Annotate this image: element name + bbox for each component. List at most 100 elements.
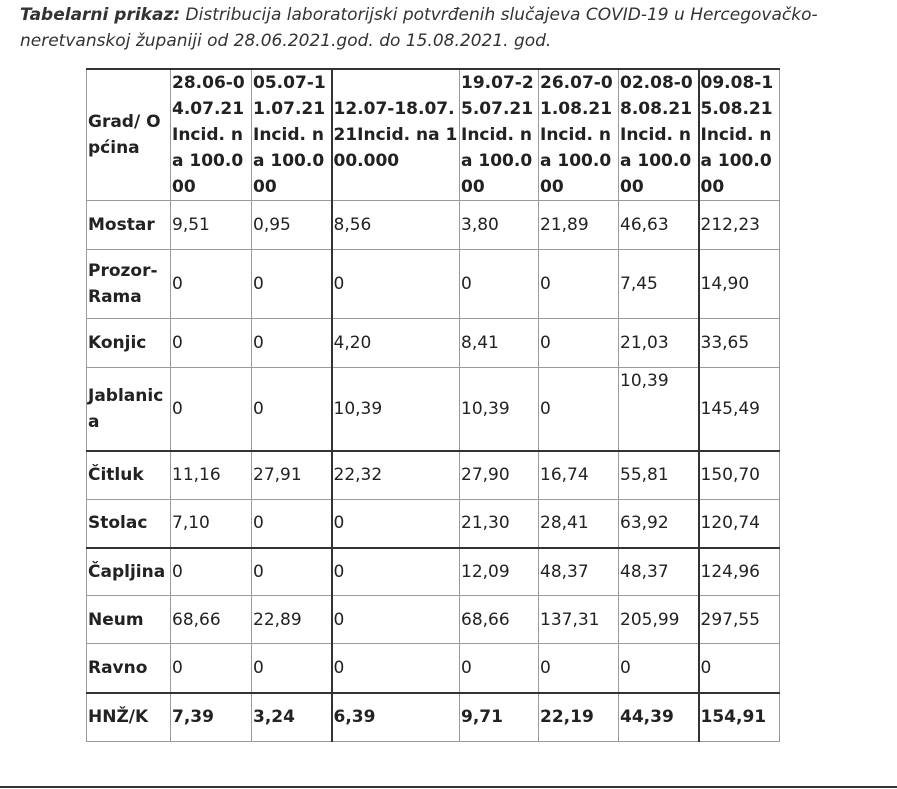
header-row: Grad/ Općina 28.06-04.07.21 Incid. na 100… xyxy=(86,68,780,201)
table-cell: 0 xyxy=(538,318,619,368)
table-cell: 10,39 xyxy=(459,367,539,451)
table-cell: 0 xyxy=(251,546,332,596)
table-cell: 48,37 xyxy=(618,546,699,596)
row-label: Stolac xyxy=(86,499,171,548)
total-row: HNŽ/K 7,39 3,24 6,39 9,71 22,19 44,39 154,91 xyxy=(86,691,780,742)
table-cell: 0 xyxy=(459,249,539,319)
table-row: Neum 68,66 22,89 0 68,66 137,31 205,99 297,55 xyxy=(86,595,780,644)
table-cell: 27,90 xyxy=(459,449,539,500)
table-cell: 145,49 xyxy=(697,367,780,451)
table-cell: 7,10 xyxy=(170,499,252,548)
table-row: Čitluk 11,16 27,91 22,32 27,90 16,74 55,81 150,… xyxy=(86,449,780,500)
table-cell: 0 xyxy=(251,643,332,693)
incidence-table: Grad/ Općina 28.06-04.07.21 Incid. na 100… xyxy=(86,68,780,742)
table-caption: Tabelarni prikaz: Distribucija laborator… xyxy=(20,2,880,54)
table-cell: 0 xyxy=(618,643,699,693)
column-header: Grad/ Općina xyxy=(86,68,171,201)
row-label: HNŽ/K xyxy=(86,691,171,742)
table-cell: 22,89 xyxy=(251,595,332,644)
table-cell: 0 xyxy=(330,546,460,596)
table-cell: 0 xyxy=(538,249,619,319)
caption-label: Tabelarni prikaz: xyxy=(20,5,181,25)
table-cell: 6,39 xyxy=(330,691,460,742)
table-cell: 0 xyxy=(251,499,332,548)
table-cell: 0 xyxy=(697,643,780,693)
table-cell: 3,80 xyxy=(459,200,539,250)
table-cell: 137,31 xyxy=(538,595,619,644)
table-cell: 3,24 xyxy=(251,691,332,742)
table-cell: 0 xyxy=(330,249,460,319)
table-cell: 0 xyxy=(330,595,460,644)
table-cell: 0 xyxy=(251,318,332,368)
table-cell: 154,91 xyxy=(697,691,780,742)
table-cell: 27,91 xyxy=(251,449,332,500)
table-cell: 0 xyxy=(538,643,619,693)
table-cell: 22,32 xyxy=(330,449,460,500)
row-label: Prozor-Rama xyxy=(86,249,171,319)
table-cell: 120,74 xyxy=(697,499,780,548)
table-cell: 44,39 xyxy=(618,691,699,742)
table-row: Jablanica 0 0 10,39 10,39 0 10,39 145,49 xyxy=(86,367,780,451)
table-cell: 9,51 xyxy=(170,200,252,250)
table-cell: 0 xyxy=(330,643,460,693)
column-header: 02.08-08.08.21 Incid. na 100.000 xyxy=(618,68,699,201)
table-row: Čapljina 0 0 0 12,09 48,37 48,37 124,96 xyxy=(86,546,780,596)
table-cell: 10,39 xyxy=(618,367,699,451)
table-cell: 12,09 xyxy=(459,546,539,596)
table-cell: 55,81 xyxy=(618,449,699,500)
row-label: Jablanica xyxy=(86,367,171,451)
table-cell: 9,71 xyxy=(459,691,539,742)
table-cell: 4,20 xyxy=(330,318,460,368)
table-cell: 48,37 xyxy=(538,546,619,596)
table-cell: 63,92 xyxy=(618,499,699,548)
table-cell: 0 xyxy=(170,318,252,368)
row-label: Ravno xyxy=(86,643,171,693)
column-header: 12.07-18.07.21Incid. na 100.000 xyxy=(330,68,460,201)
table-row: Stolac 7,10 0 0 21,30 28,41 63,92 120,74 xyxy=(86,499,780,548)
table-cell: 7,45 xyxy=(618,249,699,319)
table-cell: 0 xyxy=(330,499,460,548)
column-header: 19.07-25.07.21 Incid. na 100.000 xyxy=(459,68,539,201)
table-cell: 0 xyxy=(538,367,619,451)
table-cell: 150,70 xyxy=(697,449,780,500)
table-row: Ravno 0 0 0 0 0 0 0 xyxy=(86,643,780,693)
bottom-divider xyxy=(0,786,897,788)
table-cell: 68,66 xyxy=(459,595,539,644)
table-cell: 8,56 xyxy=(330,200,460,250)
table-cell: 68,66 xyxy=(170,595,252,644)
table-cell: 28,41 xyxy=(538,499,619,548)
table-cell: 10,39 xyxy=(330,367,460,451)
table-row: Mostar 9,51 0,95 8,56 3,80 21,89 46,63 212,23 xyxy=(86,200,780,250)
table-cell: 0 xyxy=(170,643,252,693)
column-header: 09.08-15.08.21 Incid. na 100.000 xyxy=(697,68,780,201)
table-cell: 0 xyxy=(251,367,332,451)
column-header: 26.07-01.08.21 Incid. na 100.000 xyxy=(538,68,619,201)
caption-text: Distribucija laboratorijski potvrđenih s… xyxy=(20,5,818,51)
table-cell: 16,74 xyxy=(538,449,619,500)
table-cell: 21,30 xyxy=(459,499,539,548)
table-cell: 0 xyxy=(251,249,332,319)
row-label: Konjic xyxy=(86,318,171,368)
row-label: Neum xyxy=(86,595,171,644)
table-row: Konjic 0 0 4,20 8,41 0 21,03 33,65 xyxy=(86,318,780,368)
table-cell: 14,90 xyxy=(697,249,780,319)
column-header: 05.07-11.07.21 Incid. na 100.000 xyxy=(251,68,332,201)
table-cell: 0,95 xyxy=(251,200,332,250)
column-header: 28.06-04.07.21 Incid. na 100.000 xyxy=(170,68,252,201)
table-cell: 0 xyxy=(170,249,252,319)
table-cell: 11,16 xyxy=(170,449,252,500)
table-row: Prozor-Rama 0 0 0 0 0 7,45 14,90 xyxy=(86,249,780,319)
row-label: Čitluk xyxy=(86,449,171,500)
table-cell: 8,41 xyxy=(459,318,539,368)
table-cell: 0 xyxy=(459,643,539,693)
table-cell: 212,23 xyxy=(697,200,780,250)
table-cell: 21,89 xyxy=(538,200,619,250)
table-cell: 0 xyxy=(170,546,252,596)
table-cell: 33,65 xyxy=(697,318,780,368)
table-cell: 0 xyxy=(170,367,252,451)
table-cell: 21,03 xyxy=(618,318,699,368)
table-cell: 7,39 xyxy=(170,691,252,742)
table-cell: 46,63 xyxy=(618,200,699,250)
table-cell: 22,19 xyxy=(538,691,619,742)
table-cell: 124,96 xyxy=(697,546,780,596)
